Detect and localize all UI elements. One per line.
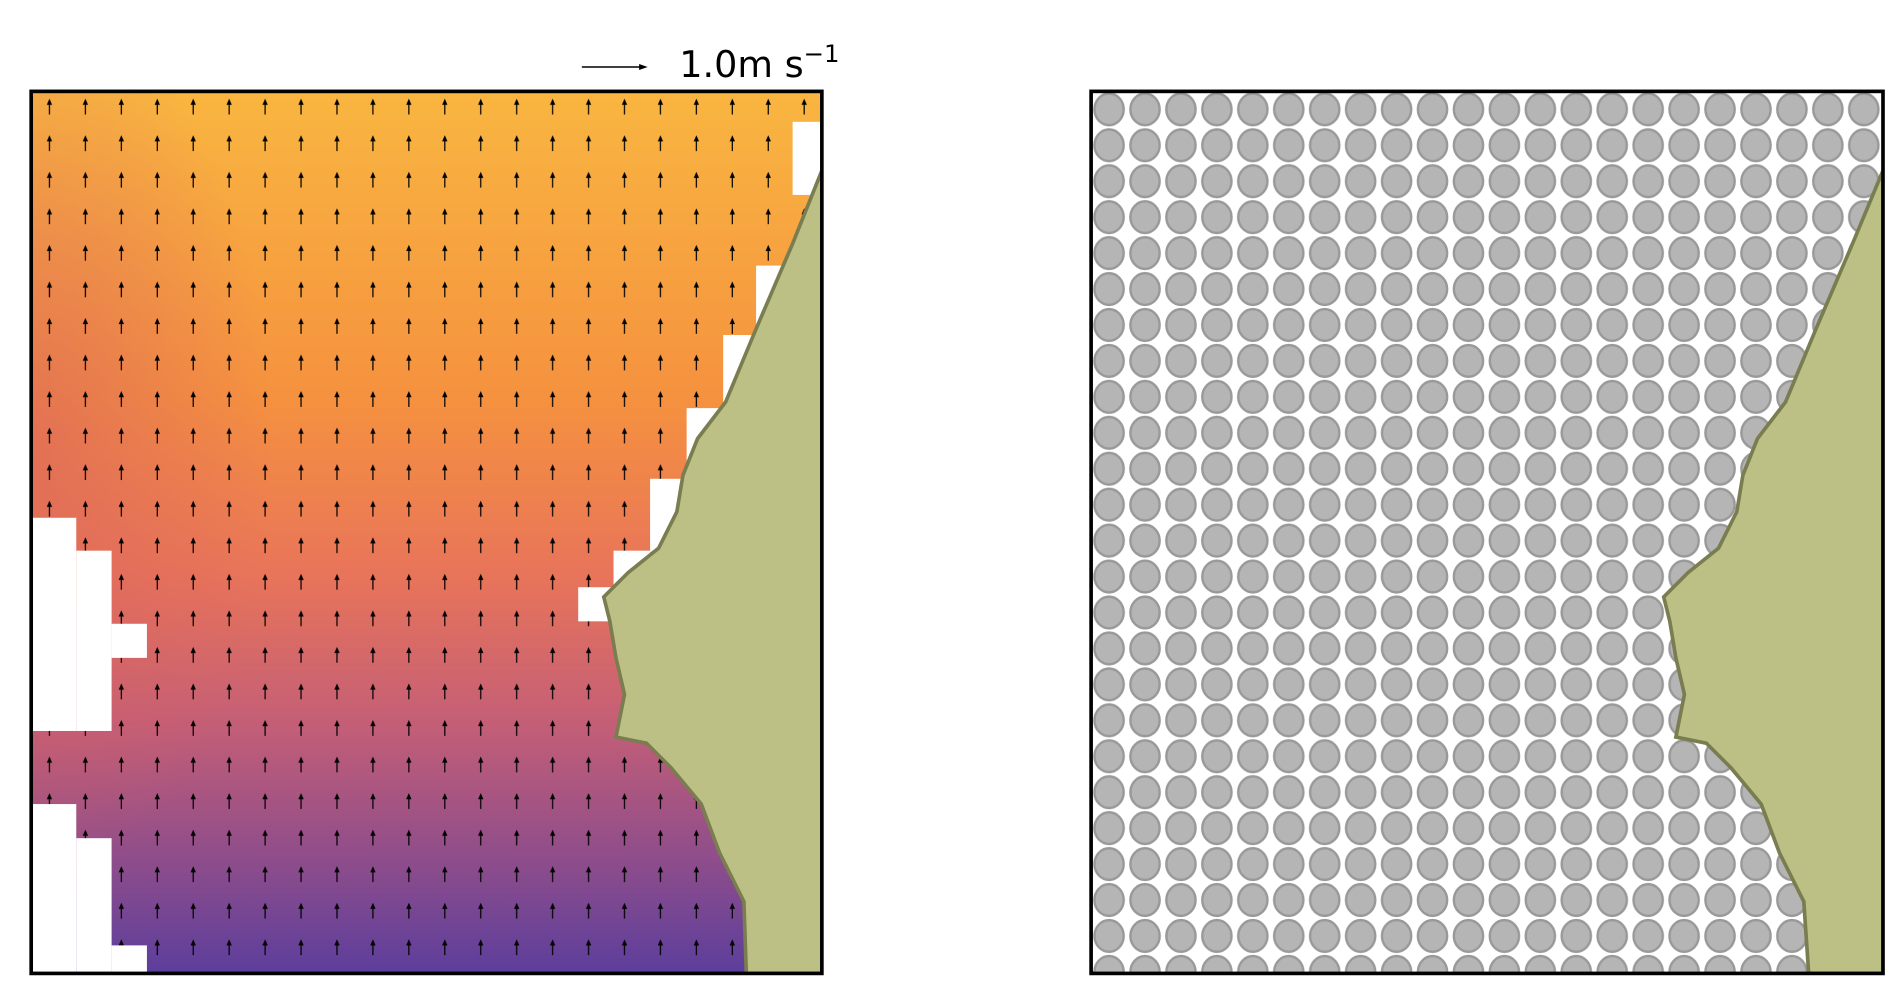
coastline xyxy=(1661,169,1883,974)
quiver-key: 1.0m s−1 xyxy=(679,39,839,86)
key-label: 1.0m s xyxy=(679,43,803,86)
left-frame xyxy=(29,89,824,976)
key-arrowhead xyxy=(639,63,648,71)
right-panel xyxy=(1091,91,1883,974)
coastline xyxy=(601,169,822,974)
left-panel xyxy=(31,91,822,974)
right-frame xyxy=(1089,89,1885,976)
key-exponent: −1 xyxy=(804,39,840,68)
